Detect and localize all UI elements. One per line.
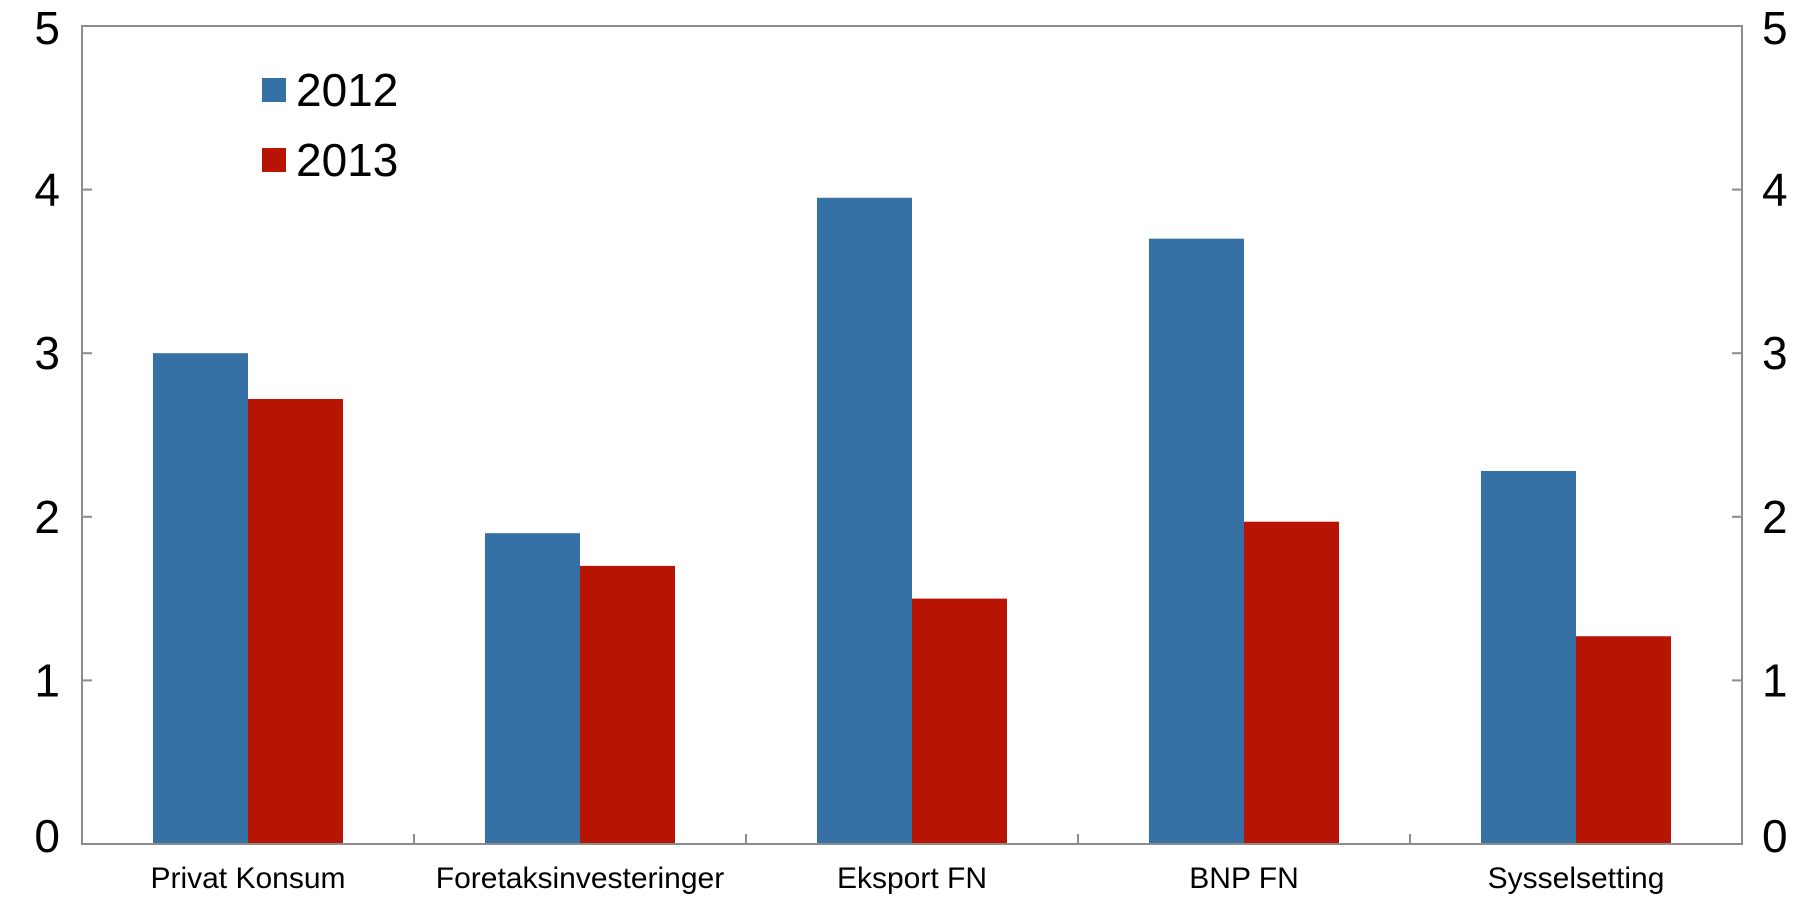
x-category-label: Sysselsetting xyxy=(1488,862,1665,895)
bar-series-a-4 xyxy=(1481,470,1576,844)
x-category-label: Foretaksinvesteringer xyxy=(436,862,724,895)
bar-series-a-3 xyxy=(1149,238,1244,844)
x-category-label: Privat Konsum xyxy=(150,862,345,895)
legend-swatch xyxy=(262,148,286,172)
bar-series-b-2 xyxy=(912,598,1007,844)
legend-label: 2012 xyxy=(296,64,398,116)
y-tick-label-right: 5 xyxy=(1762,2,1788,54)
bar-series-b-1 xyxy=(580,565,675,844)
y-tick-label-right: 3 xyxy=(1762,327,1788,379)
plot-frame xyxy=(81,25,1743,845)
y-tick-label-right: 1 xyxy=(1762,654,1788,706)
y-tick-label-left: 1 xyxy=(34,654,60,706)
bar-series-b-3 xyxy=(1244,521,1339,844)
bar-series-b-4 xyxy=(1576,636,1671,844)
y-tick-label-right: 0 xyxy=(1762,810,1788,862)
x-category-label: BNP FN xyxy=(1189,862,1298,895)
labels-layer: 0 0 1 1 2 2 3 3 4 4 5 5 Privat Konsum Foretaksinveste… xyxy=(34,2,1787,895)
y-tick-label-left: 4 xyxy=(34,164,60,216)
y-tick-label-left: 3 xyxy=(34,327,60,379)
bars-layer xyxy=(153,197,1671,844)
y-tick-label-right: 4 xyxy=(1762,164,1788,216)
y-tick-label-right: 2 xyxy=(1762,491,1788,543)
bar-series-a-1 xyxy=(485,533,580,844)
bar-series-a-2 xyxy=(817,197,912,844)
x-category-label: Eksport FN xyxy=(837,862,987,895)
bar-series-b-0 xyxy=(248,399,343,844)
y-tick-label-left: 5 xyxy=(34,2,60,54)
legend-label: 2013 xyxy=(296,134,398,186)
legend-swatch xyxy=(262,78,286,102)
bar-series-a-0 xyxy=(153,353,248,844)
y-tick-label-left: 0 xyxy=(34,810,60,862)
ticks-layer xyxy=(82,188,1742,844)
y-tick-label-left: 2 xyxy=(34,491,60,543)
legend: 2012 2013 xyxy=(262,64,398,186)
